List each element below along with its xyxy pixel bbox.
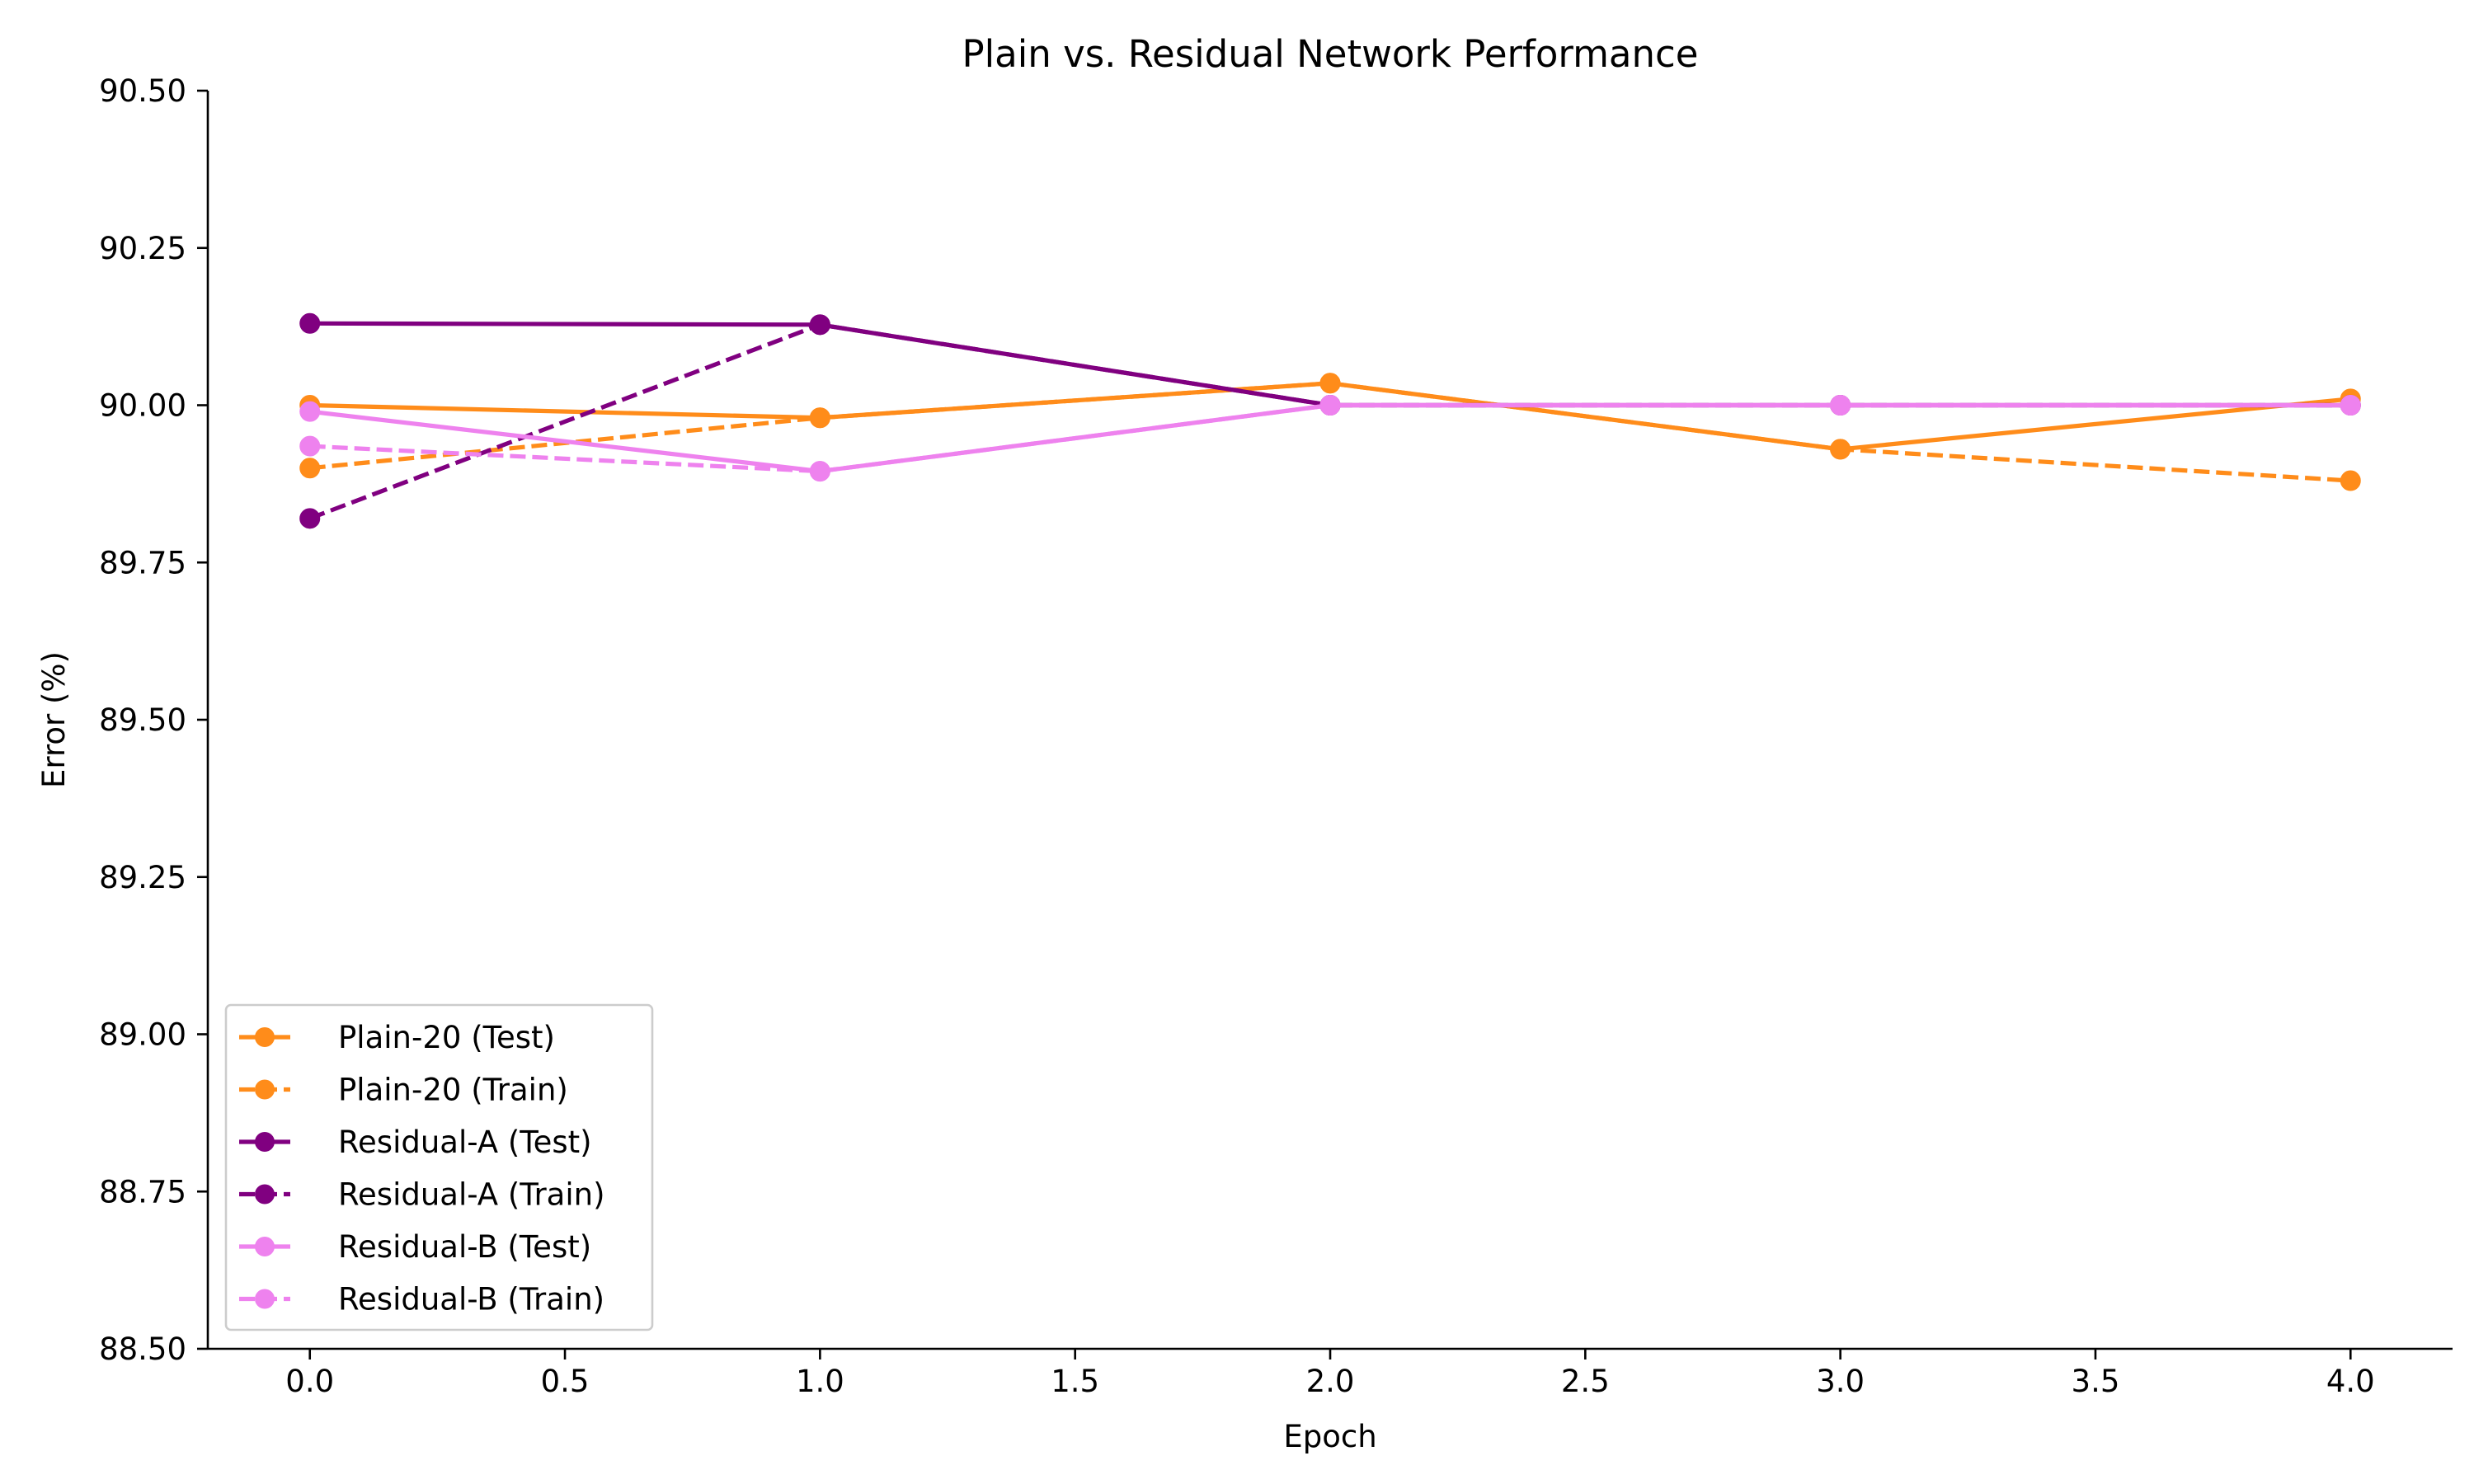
series-residual-b-train: [299, 395, 2361, 482]
legend-marker-swatch: [255, 1027, 275, 1047]
legend-label: Plain-20 (Test): [338, 1020, 555, 1055]
legend-label: Residual-A (Test): [338, 1125, 592, 1160]
y-tick-label: 90.25: [99, 231, 186, 266]
data-point: [2340, 470, 2361, 491]
legend-label: Plain-20 (Train): [338, 1073, 568, 1108]
data-point: [299, 312, 321, 334]
y-axis-ticks: 88.50 88.75 89.00 89.25 89.50 89.75 90.00 90.25…: [99, 73, 208, 1367]
legend-label: Residual-A (Train): [338, 1177, 605, 1213]
legend-item: Residual-A (Test): [239, 1125, 592, 1160]
series-line-plain-20-train: [309, 381, 2351, 483]
legend: Plain-20 (Test) Plain-20 (Train) Residual-…: [224, 1003, 654, 1331]
x-tick-label: 0.0: [285, 1364, 334, 1399]
x-tick-label: 1.0: [796, 1364, 844, 1399]
y-tick-label: 88.75: [99, 1174, 186, 1209]
data-point: [809, 461, 830, 482]
data-point: [299, 435, 321, 457]
data-point: [809, 314, 830, 336]
x-tick-label: 0.5: [541, 1364, 590, 1399]
data-point: [1830, 395, 1851, 416]
data-point: [1319, 395, 1341, 416]
x-tick-label: 2.5: [1561, 1364, 1610, 1399]
x-tick-label: 4.0: [2326, 1364, 2375, 1399]
x-tick-label: 3.5: [2072, 1364, 2120, 1399]
legend-marker-swatch: [255, 1079, 275, 1100]
legend-item: Plain-20 (Train): [239, 1073, 568, 1108]
y-tick-label: 89.00: [99, 1017, 186, 1053]
x-tick-label: 3.0: [1816, 1364, 1865, 1399]
series-plain-20-train: [299, 373, 2361, 491]
series-layer: [299, 312, 2361, 529]
legend-marker-swatch: [255, 1132, 275, 1152]
y-tick-label: 90.50: [99, 73, 186, 109]
y-tick-label: 89.75: [99, 545, 186, 580]
legend-item: Residual-A (Train): [239, 1177, 605, 1213]
legend-marker-swatch: [255, 1237, 275, 1256]
data-point: [299, 508, 321, 529]
data-point: [809, 407, 830, 429]
x-tick-label: 2.0: [1306, 1364, 1355, 1399]
x-axis-ticks: 0.0 0.5 1.0 1.5 2.0 2.5 3.0 3.5 4.0: [285, 1349, 2375, 1399]
chart-title: Plain vs. Residual Network Performance: [962, 32, 1699, 76]
data-point: [1830, 439, 1851, 460]
y-tick-label: 88.50: [99, 1331, 186, 1367]
legend-label: Residual-B (Train): [338, 1282, 604, 1317]
legend-label: Residual-B (Test): [338, 1229, 591, 1265]
legend-marker-swatch: [255, 1289, 275, 1309]
series-line-residual-a-train: [308, 322, 2351, 521]
y-tick-label: 90.00: [99, 388, 186, 424]
x-axis-title: Epoch: [1283, 1419, 1376, 1454]
legend-item: Plain-20 (Test): [239, 1020, 555, 1055]
data-point: [299, 458, 321, 479]
legend-item: Residual-B (Train): [239, 1282, 604, 1317]
legend-box: [224, 1003, 654, 1331]
x-tick-label: 1.5: [1051, 1364, 1099, 1399]
data-point: [299, 401, 321, 422]
data-point: [1319, 373, 1341, 394]
data-point: [2340, 395, 2361, 416]
y-tick-label: 89.50: [99, 702, 186, 738]
y-tick-label: 89.25: [99, 860, 186, 895]
series-residual-a-train: [299, 314, 2361, 529]
y-axis-title: Error (%): [36, 651, 72, 788]
legend-marker-swatch: [255, 1184, 275, 1205]
legend-item: Residual-B (Test): [239, 1229, 591, 1265]
